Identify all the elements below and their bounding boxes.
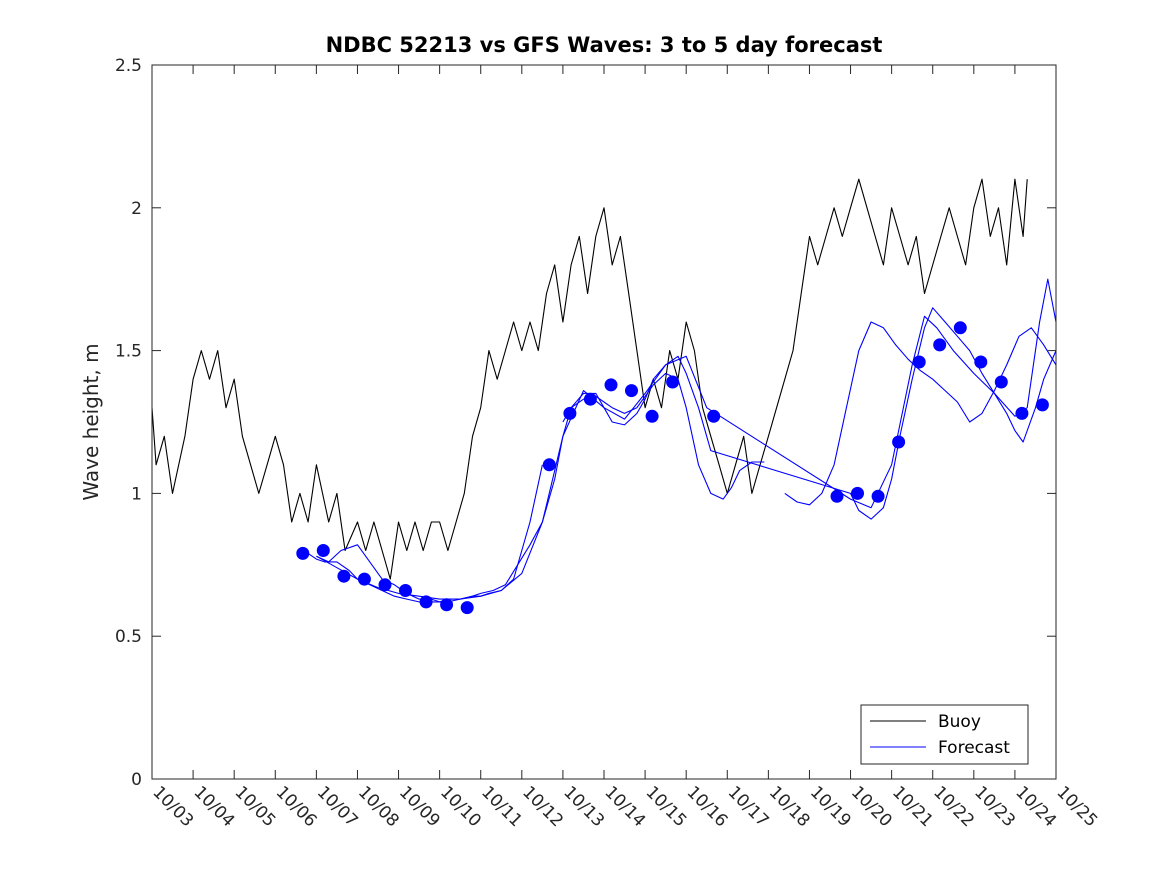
chart-title: NDBC 52213 vs GFS Waves: 3 to 5 day fore… — [326, 33, 883, 57]
forecast-marker — [378, 578, 392, 592]
x-tick-label: 10/10 — [436, 782, 485, 831]
y-tick-label: 0.5 — [115, 627, 142, 647]
x-tick-label: 10/24 — [1011, 782, 1060, 831]
plot-background — [152, 65, 1056, 779]
forecast-marker — [604, 378, 618, 392]
forecast-marker — [645, 409, 659, 423]
x-tick-label: 10/06 — [272, 782, 321, 831]
forecast-marker — [707, 409, 721, 423]
x-tick-label: 10/14 — [600, 782, 649, 831]
x-tick-label: 10/20 — [847, 782, 896, 831]
legend-forecast-label: Forecast — [938, 738, 1010, 758]
y-tick-label: 0 — [131, 770, 142, 790]
forecast-marker — [974, 355, 988, 369]
x-tick-label: 10/04 — [190, 782, 239, 831]
forecast-marker — [316, 544, 330, 557]
series-line-buoy — [151, 178, 1028, 580]
x-tick-label: 10/22 — [929, 782, 978, 831]
forecast-marker — [583, 392, 597, 406]
forecast-marker — [357, 572, 371, 586]
x-tick-label: 10/05 — [231, 782, 280, 831]
forecast-marker — [892, 435, 906, 449]
forecast-marker — [419, 595, 433, 609]
x-tick-label: 10/07 — [313, 782, 362, 831]
forecast-marker — [399, 584, 412, 597]
forecast-marker — [542, 458, 556, 472]
forecast-marker — [851, 486, 864, 500]
y-ticks: 0 0.5 1 1.5 2 2.5 — [115, 56, 1056, 790]
y-tick-label: 2 — [131, 199, 142, 219]
x-tick-label: 10/16 — [683, 782, 732, 831]
x-tick-label: 10/17 — [724, 782, 773, 831]
series-line-forecast-alt-run-1 — [316, 307, 1057, 603]
forecast-marker — [440, 598, 454, 612]
forecast-marker — [1015, 406, 1029, 420]
x-tick-label: 10/21 — [888, 782, 937, 831]
forecast-marker — [830, 489, 844, 503]
y-tick-label: 1 — [131, 484, 142, 504]
forecast-marker — [933, 338, 947, 352]
x-tick-label: 10/03 — [148, 782, 197, 831]
marker-layer — [296, 321, 1049, 615]
x-tick-label: 10/13 — [559, 782, 608, 831]
x-tick-label: 10/25 — [1052, 782, 1101, 831]
forecast-marker — [953, 321, 967, 335]
forecast-marker — [994, 375, 1008, 389]
x-tick-label: 10/09 — [395, 782, 444, 831]
y-axis-label: Wave height, m — [79, 343, 103, 500]
legend-box — [860, 704, 1029, 765]
forecast-marker — [912, 355, 926, 369]
forecast-marker — [337, 569, 351, 583]
y-tick-label: 1.5 — [115, 342, 142, 362]
y-tick-label: 2.5 — [115, 56, 142, 76]
x-tick-label: 10/11 — [477, 782, 526, 831]
forecast-marker — [296, 546, 310, 560]
legend-buoy-label: Buoy — [938, 712, 981, 732]
legend: Buoy Forecast — [860, 704, 1029, 765]
x-tick-label: 10/15 — [642, 782, 691, 831]
x-tick-label: 10/12 — [518, 782, 567, 831]
forecast-marker — [1035, 398, 1049, 412]
forecast-marker — [666, 375, 680, 389]
forecast-marker — [871, 489, 885, 503]
forecast-marker — [563, 406, 577, 420]
x-tick-label: 10/08 — [354, 782, 403, 831]
forecast-marker — [460, 601, 474, 615]
x-tick-label: 10/19 — [806, 782, 855, 831]
x-tick-label: 10/23 — [970, 782, 1019, 831]
x-tick-label: 10/18 — [765, 782, 814, 831]
forecast-marker — [625, 384, 638, 398]
